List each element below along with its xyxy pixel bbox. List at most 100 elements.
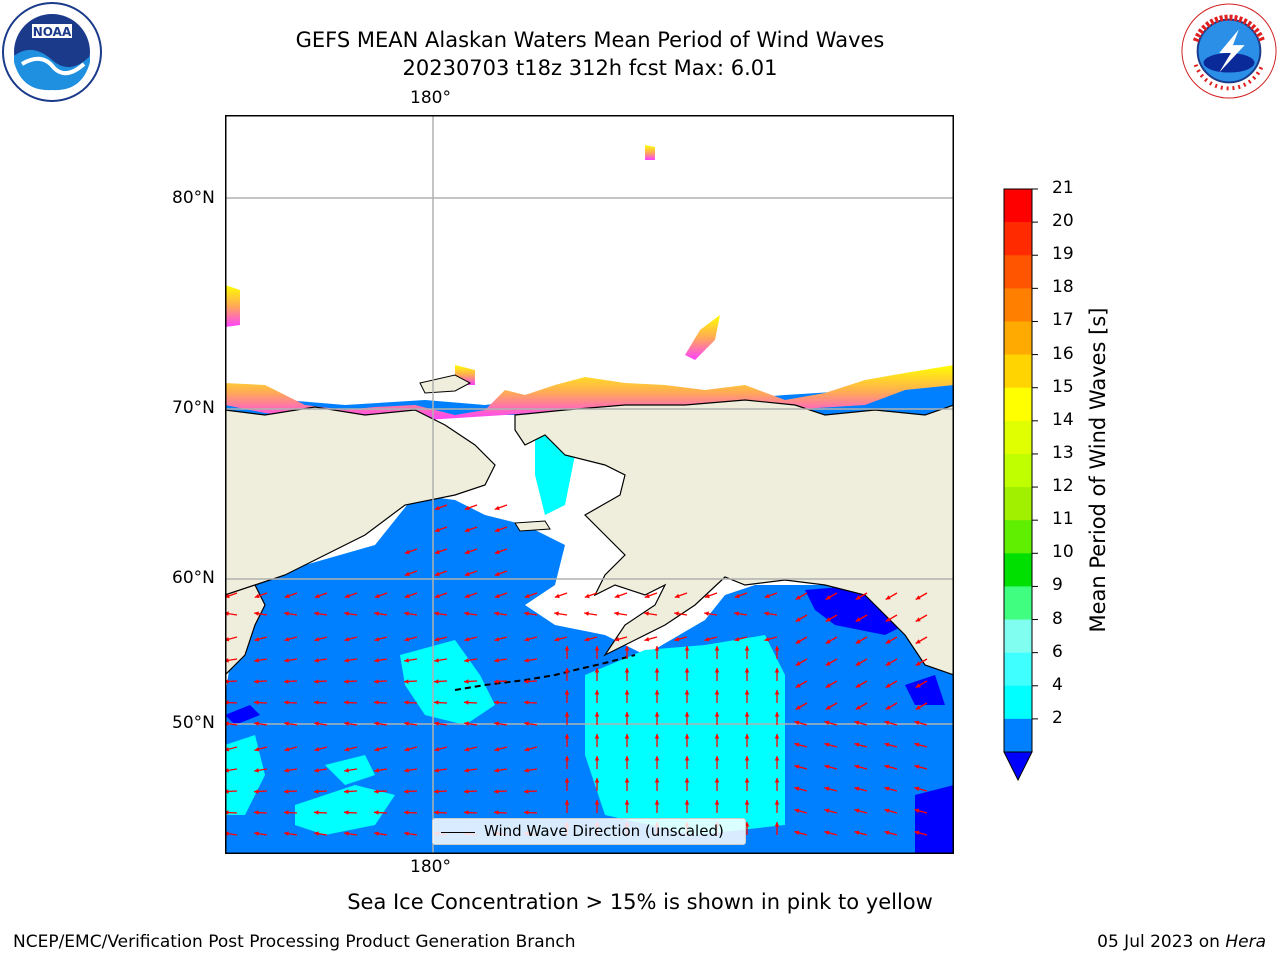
colorbar-band — [1004, 255, 1032, 289]
wave-arrow-head — [434, 593, 440, 599]
wave-arrow-head — [404, 658, 409, 663]
wave-arrow-head — [434, 747, 440, 752]
sea-ice-patch-wrangel — [685, 315, 720, 360]
wave-arrow-head — [374, 721, 379, 726]
wave-arrow-head — [344, 679, 349, 684]
wave-arrow-head — [554, 637, 560, 642]
wave-arrow-head — [344, 789, 349, 794]
colorbar-band — [1004, 222, 1032, 256]
colorbar-tick-label: 20 — [1052, 211, 1074, 232]
wave-arrow-head — [825, 639, 831, 644]
wave-arrow-head — [914, 830, 920, 835]
wave-arrow-head — [684, 690, 690, 695]
wave-arrow-head — [524, 658, 529, 663]
wave-arrow-head — [654, 778, 660, 783]
colorbar-tick-label: 11 — [1052, 509, 1074, 530]
wave-arrow-head — [714, 734, 720, 739]
wave-arrow-head — [524, 679, 529, 684]
wave-arrow-head — [714, 668, 720, 673]
wave-arrow-head — [344, 810, 349, 815]
wave-arrow-head — [774, 800, 780, 805]
wave-arrow-head — [494, 768, 499, 773]
wave-arrow-head — [464, 637, 470, 642]
wave-arrow-head — [524, 611, 529, 616]
wave-arrow-head — [404, 768, 409, 773]
wave-arrow-head — [374, 593, 380, 599]
wave-arrow-head — [624, 668, 630, 673]
wave-arrow-head — [564, 734, 570, 739]
colorbar-tick-label: 2 — [1052, 707, 1063, 728]
wave-arrow-head — [915, 661, 921, 666]
wave-arrow-head — [795, 595, 801, 600]
wave-arrow-head — [885, 617, 891, 622]
wave-arrow-head — [915, 595, 921, 600]
wave-arrow-head — [464, 549, 470, 555]
legend-label: Wind Wave Direction (unscaled) — [484, 822, 724, 840]
wave-arrow-head — [404, 611, 409, 616]
wave-arrow-head — [824, 764, 830, 769]
footer-date: 05 Jul 2023 on Hera — [1097, 932, 1266, 952]
wave-patch-cyan-2 — [400, 640, 495, 725]
wave-arrow-head — [434, 768, 439, 773]
wave-arrow-head — [434, 571, 440, 577]
wave-arrow-head — [494, 721, 499, 726]
wave-arrow-head — [284, 789, 289, 794]
wave-arrow-head — [225, 810, 229, 815]
chart-title: GEFS MEAN Alaskan Waters Mean Period of … — [295, 28, 885, 52]
wave-arrow-head — [494, 810, 499, 815]
colorbar-tick-label: 9 — [1052, 575, 1063, 596]
wave-arrow-head — [744, 712, 750, 717]
wave-arrow-head — [714, 690, 720, 695]
wave-arrow-head — [374, 789, 379, 794]
wave-patch-darkblue-3 — [915, 785, 954, 854]
wave-arrow-head — [344, 768, 349, 773]
wave-arrow-head — [524, 789, 529, 794]
wave-arrow-head — [854, 742, 860, 747]
wave-arrow-head — [855, 595, 861, 600]
wave-arrow-head — [374, 747, 380, 752]
wave-arrow-head — [914, 720, 920, 725]
wave-arrow-head — [714, 646, 720, 651]
nws-logo-icon — [1181, 3, 1277, 99]
colorbar-tick-label: 18 — [1052, 277, 1074, 298]
wave-arrow-head — [404, 721, 409, 726]
wave-arrow-head — [434, 549, 440, 555]
wave-arrow-head — [744, 756, 750, 761]
wave-arrow-head — [825, 617, 831, 622]
wave-arrow-head — [794, 808, 800, 813]
noaa-logo-icon: NOAA — [2, 2, 102, 102]
wave-arrow-head — [594, 734, 600, 739]
wave-arrow-head — [885, 639, 891, 644]
wave-arrow-head — [644, 611, 649, 616]
wave-arrow-head — [284, 810, 289, 815]
wave-arrow-head — [464, 505, 470, 511]
wave-arrow-head — [254, 637, 260, 642]
wave-arrow-head — [254, 768, 259, 773]
wave-arrow-head — [344, 611, 349, 616]
colorbar-tick-label: 17 — [1052, 310, 1074, 331]
wave-arrow-head — [254, 810, 259, 815]
wave-arrow-head — [584, 637, 590, 642]
wave-arrow-head — [855, 705, 861, 710]
sea-ice-note: Sea Ice Concentration > 15% is shown in … — [347, 890, 933, 914]
wave-arrow-head — [594, 712, 600, 717]
wave-arrow-head — [344, 721, 349, 726]
wave-arrow-head — [494, 527, 500, 533]
wave-arrow-head — [854, 808, 860, 813]
colorbar-tick-label: 12 — [1052, 476, 1074, 497]
wave-arrow-head — [564, 800, 570, 805]
wave-arrow-head — [314, 768, 319, 773]
wave-arrow-head — [854, 830, 860, 835]
colorbar-band — [1004, 520, 1032, 554]
wave-arrow-head — [344, 593, 350, 599]
wave-arrow-head — [404, 700, 409, 705]
wave-arrow-head — [584, 593, 590, 599]
wave-arrow-head — [884, 720, 890, 725]
wave-arrow-head — [854, 764, 860, 769]
wave-arrow-head — [254, 721, 259, 726]
wave-arrow-head — [344, 658, 349, 663]
wave-arrow-head — [225, 700, 229, 705]
wave-arrow-head — [774, 668, 780, 673]
wave-arrow-head — [564, 756, 570, 761]
wave-arrow-head — [884, 808, 890, 813]
